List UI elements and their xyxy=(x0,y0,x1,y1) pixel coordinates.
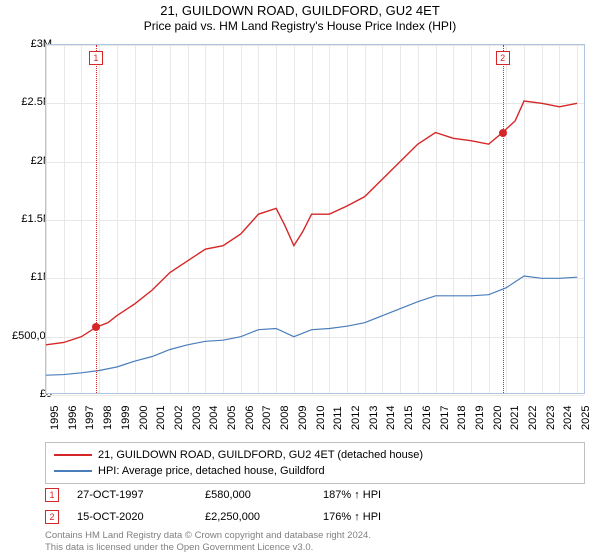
x-tick-label: 2000 xyxy=(138,406,150,430)
x-tick-label: 2014 xyxy=(385,406,397,430)
title-line2: Price paid vs. HM Land Registry's House … xyxy=(0,19,600,33)
x-tick-label: 2006 xyxy=(244,406,256,430)
x-tick-label: 2007 xyxy=(261,406,273,430)
title-line1: 21, GUILDOWN ROAD, GUILDFORD, GU2 4ET xyxy=(0,3,600,18)
x-tick-label: 2013 xyxy=(368,406,380,430)
marker-chart-badge-1: 1 xyxy=(89,51,103,65)
x-tick-label: 2009 xyxy=(297,406,309,430)
marker-dot-1 xyxy=(92,323,100,331)
x-tick-label: 2011 xyxy=(332,406,344,430)
legend-item-hpi: HPI: Average price, detached house, Guil… xyxy=(54,463,576,479)
marker-date-2: 15-OCT-2020 xyxy=(77,511,187,523)
x-tick-label: 2017 xyxy=(439,406,451,430)
attribution-line2: This data is licensed under the Open Gov… xyxy=(45,542,371,554)
series-line-hpi xyxy=(46,276,577,375)
legend-swatch-hpi xyxy=(54,470,92,472)
marker-price-2: £2,250,000 xyxy=(205,511,305,523)
x-tick-label: 1998 xyxy=(102,406,114,430)
x-tick-label: 2012 xyxy=(350,406,362,430)
x-tick-label: 1999 xyxy=(120,406,132,430)
marker-row-2: 2 15-OCT-2020 £2,250,000 176% ↑ HPI xyxy=(45,506,585,528)
attribution-line1: Contains HM Land Registry data © Crown c… xyxy=(45,530,371,542)
x-tick-label: 2023 xyxy=(545,406,557,430)
chart-container: 21, GUILDOWN ROAD, GUILDFORD, GU2 4ET Pr… xyxy=(0,0,600,560)
marker-badge-1: 1 xyxy=(45,488,59,502)
x-tick-label: 2021 xyxy=(509,406,521,430)
marker-table: 1 27-OCT-1997 £580,000 187% ↑ HPI 2 15-O… xyxy=(45,484,585,528)
x-axis-labels: 1995 1996 1997 1998 1999 2000 2001 2002 2003 2004… xyxy=(45,398,585,448)
marker-dot-2 xyxy=(499,129,507,137)
chart-plot-area: 12 xyxy=(45,44,585,394)
series-line-property xyxy=(46,101,577,345)
legend: 21, GUILDOWN ROAD, GUILDFORD, GU2 4ET (d… xyxy=(45,442,585,484)
title-block: 21, GUILDOWN ROAD, GUILDFORD, GU2 4ET Pr… xyxy=(0,0,600,33)
marker-price-1: £580,000 xyxy=(205,489,305,501)
x-tick-label: 2003 xyxy=(191,406,203,430)
x-tick-label: 2008 xyxy=(279,406,291,430)
marker-vline-1 xyxy=(96,45,97,393)
marker-badge-2: 2 xyxy=(45,510,59,524)
x-tick-label: 2010 xyxy=(315,406,327,430)
marker-vline-2 xyxy=(503,45,504,393)
x-tick-label: 1997 xyxy=(84,406,96,430)
series-svg xyxy=(46,45,586,395)
marker-hpi-2: 176% ↑ HPI xyxy=(323,511,381,523)
x-tick-label: 2019 xyxy=(474,406,486,430)
x-tick-label: 2004 xyxy=(208,406,220,430)
x-tick-label: 2015 xyxy=(403,406,415,430)
x-tick-label: 2024 xyxy=(562,406,574,430)
marker-hpi-1: 187% ↑ HPI xyxy=(323,489,381,501)
x-tick-label: 2020 xyxy=(492,406,504,430)
x-tick-label: 1996 xyxy=(67,406,79,430)
x-tick-label: 2001 xyxy=(155,406,167,430)
marker-row-1: 1 27-OCT-1997 £580,000 187% ↑ HPI xyxy=(45,484,585,506)
attribution: Contains HM Land Registry data © Crown c… xyxy=(45,530,371,554)
x-tick-label: 2002 xyxy=(173,406,185,430)
legend-label-hpi: HPI: Average price, detached house, Guil… xyxy=(98,465,325,477)
marker-date-1: 27-OCT-1997 xyxy=(77,489,187,501)
x-tick-label: 2025 xyxy=(580,406,592,430)
legend-item-property: 21, GUILDOWN ROAD, GUILDFORD, GU2 4ET (d… xyxy=(54,447,576,463)
x-tick-label: 2016 xyxy=(421,406,433,430)
x-tick-label: 1995 xyxy=(49,406,61,430)
marker-chart-badge-2: 2 xyxy=(496,51,510,65)
legend-label-property: 21, GUILDOWN ROAD, GUILDFORD, GU2 4ET (d… xyxy=(98,449,423,461)
x-tick-label: 2022 xyxy=(527,406,539,430)
legend-swatch-property xyxy=(54,454,92,456)
x-tick-label: 2005 xyxy=(226,406,238,430)
x-tick-label: 2018 xyxy=(456,406,468,430)
